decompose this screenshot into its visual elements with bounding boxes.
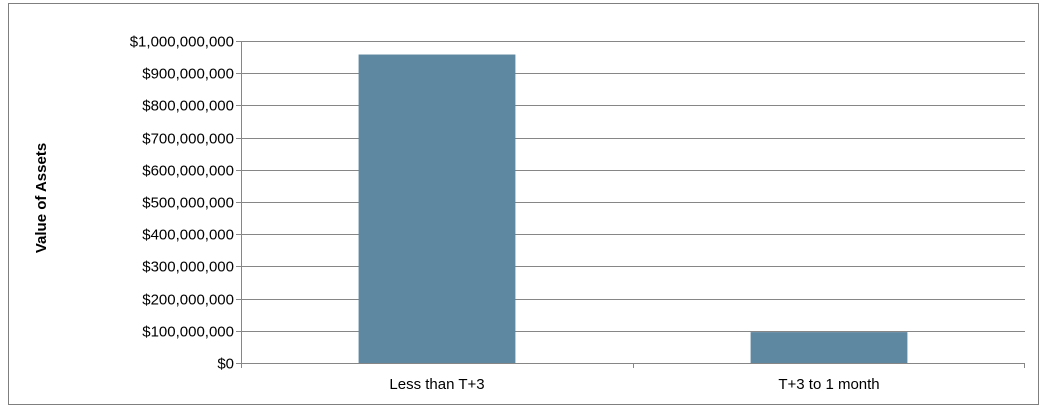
y-tick-label: $800,000,000 (142, 98, 234, 115)
x-tick-label: Less than T+3 (389, 376, 484, 393)
y-tick-label: $1,000,000,000 (130, 34, 234, 51)
y-tick-label: $100,000,000 (142, 324, 234, 341)
bar (750, 332, 908, 363)
axes (236, 41, 1025, 368)
y-tick-label: $200,000,000 (142, 292, 234, 309)
y-tick-label: $0 (217, 356, 234, 373)
x-tick-label: T+3 to 1 month (778, 376, 879, 393)
y-tick-label: $600,000,000 (142, 163, 234, 180)
y-tick-label: $400,000,000 (142, 227, 234, 244)
y-tick-label: $700,000,000 (142, 131, 234, 148)
y-tick-labels: $0 $100,000,000 $200,000,000 $300,000,000 $4… (130, 34, 234, 373)
y-tick-label: $300,000,000 (142, 259, 234, 276)
y-tick-label: $500,000,000 (142, 195, 234, 212)
bar (358, 54, 516, 364)
y-tick-label: $900,000,000 (142, 66, 234, 83)
x-tick-labels: Less than T+3 T+3 to 1 month (389, 376, 879, 393)
y-axis-title: Value of Assets (33, 143, 50, 253)
bars (358, 54, 908, 364)
